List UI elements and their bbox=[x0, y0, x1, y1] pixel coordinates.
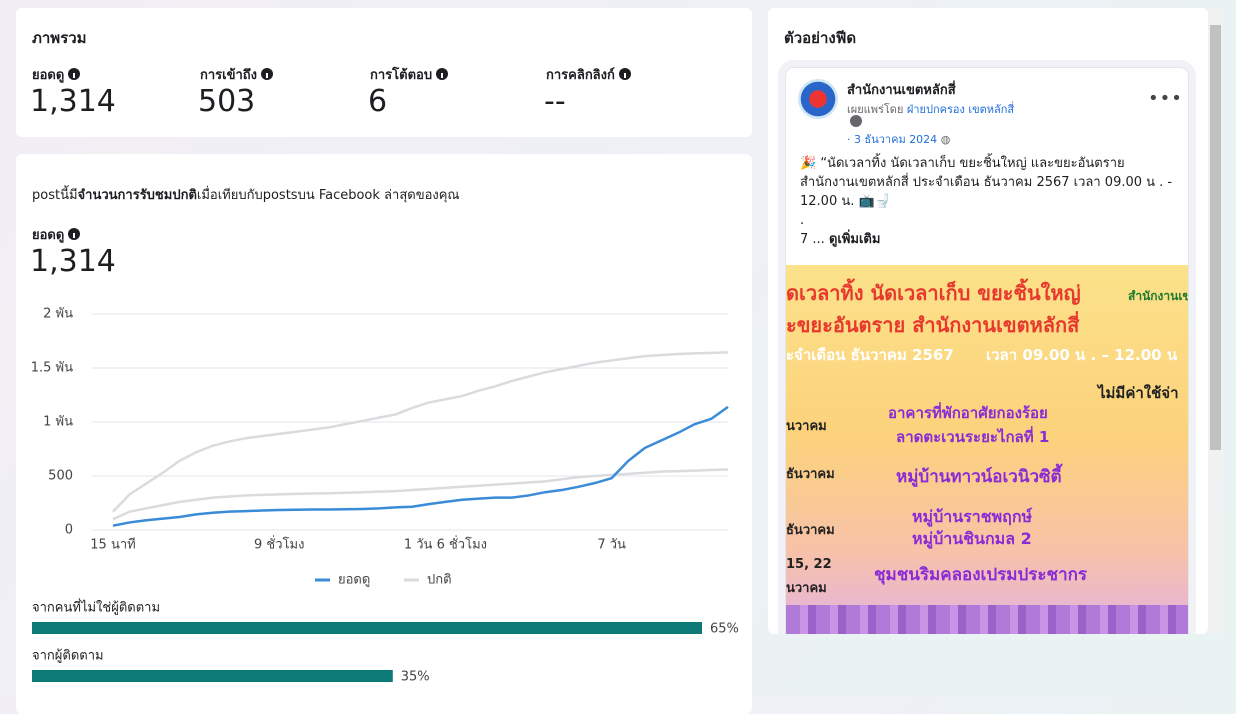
scroll-thumb[interactable] bbox=[1210, 25, 1221, 450]
chart-card: postนี้มีจำนวนการรับชมปกติเมื่อเทียบกับp… bbox=[16, 154, 752, 714]
text: postนี้มี bbox=[32, 188, 78, 203]
poster-text: หมู่บ้านราชพฤกษ์ bbox=[912, 507, 1033, 526]
metric-label: ยอดดู bbox=[32, 224, 81, 245]
poster-text: เวลา 09.00 น . – 12.00 น bbox=[986, 346, 1178, 364]
post-text: 🎉 “นัดเวลาทิ้ง นัดเวลาเก็บ ขยะชิ้นใหญ่ แ… bbox=[800, 154, 1172, 249]
metric-value: -- bbox=[544, 84, 566, 119]
publisher-link[interactable]: ฝ่ายปกครอง เขตหลักสี่ bbox=[906, 103, 1015, 116]
label: การโต้ตอบ bbox=[370, 68, 433, 83]
poster-text: อาคารที่พักอาศัยกองร้อย bbox=[888, 404, 1048, 422]
metric-label: การโต้ตอบ bbox=[370, 64, 449, 85]
poster-text: ชุมชนริมคลองเปรมประชากร bbox=[874, 565, 1088, 585]
metric-label: การเข้าถึง bbox=[200, 64, 274, 85]
poster-text: ลาดตะเวนระยะไกลที่ 1 bbox=[896, 428, 1050, 446]
info-icon[interactable] bbox=[436, 68, 449, 80]
text-line: . bbox=[800, 213, 805, 228]
feed-card: ตัวอย่างฟีด สำนักงานเขตหลักสี่ เผยแพร่โด… bbox=[768, 8, 1208, 634]
poster-text: นวาคม bbox=[786, 581, 827, 596]
info-icon[interactable] bbox=[68, 68, 81, 80]
text-line: 7 ... ดูเพิ่มเติม bbox=[800, 230, 1172, 249]
label: การเข้าถึง bbox=[200, 68, 258, 83]
avatar[interactable] bbox=[798, 79, 838, 119]
poster-text: หมู่บ้านชินกมล 2 bbox=[912, 529, 1032, 548]
help-icon[interactable] bbox=[850, 115, 862, 127]
metric-value: 503 bbox=[198, 84, 256, 119]
text: เผยแพร่โดย bbox=[847, 103, 904, 116]
text-bold: จำนวนการรับชมปกติ bbox=[77, 188, 197, 203]
text-line: 🎉 “นัดเวลาทิ้ง นัดเวลาเก็บ ขยะชิ้นใหญ่ แ… bbox=[800, 156, 1125, 171]
poster-text: 15, 22 bbox=[786, 557, 832, 572]
text: 7 ... bbox=[800, 232, 825, 247]
metric-value: 1,314 bbox=[30, 84, 116, 119]
label: ยอดดู bbox=[32, 228, 65, 243]
metric-value: 6 bbox=[368, 84, 388, 119]
comparison-text: postนี้มีจำนวนการรับชมปกติเมื่อเทียบกับp… bbox=[32, 184, 460, 205]
overview-title: ภาพรวม bbox=[32, 29, 87, 47]
post-image[interactable]: ัดเวลาทิ้ง นัดเวลาเก็บ ขยะชิ้นใหญ่ะขยะอั… bbox=[786, 265, 1188, 634]
poster-text: ธันวาคม bbox=[786, 523, 835, 538]
text-line: 12.00 น. 📺🚽 bbox=[800, 194, 891, 209]
overview-card: ภาพรวม ยอดดู 1,314 การเข้าถึง 503 การโต้ตอบ 6… bbox=[16, 8, 752, 137]
info-icon[interactable] bbox=[68, 228, 81, 240]
poster-text: ธันวาคม bbox=[786, 467, 835, 482]
published: เผยแพร่โดย ฝ่ายปกครอง เขตหลักสี่ bbox=[847, 100, 1014, 118]
see-more[interactable]: ดูเพิ่มเติม bbox=[828, 232, 881, 247]
page-name[interactable]: สำนักงานเขตหลักสี่ bbox=[847, 83, 956, 98]
label: ยอดดู bbox=[32, 68, 65, 83]
poster-text: ันวาคม bbox=[786, 419, 827, 434]
info-icon[interactable] bbox=[618, 68, 631, 80]
poster-text: หมู่บ้านทาวน์อเวนิวซิตี้ bbox=[896, 467, 1062, 487]
date[interactable]: · 3 ธันวาคม 2024 ◍ bbox=[847, 133, 951, 146]
label: การคลิกลิงก์ bbox=[546, 68, 615, 83]
poster-text: ะจำเดือน ธันวาคม 2567 bbox=[786, 346, 954, 364]
metric-label: การคลิกลิงก์ bbox=[546, 64, 631, 85]
poster-text: ไม่มีค่าใช้จ่า bbox=[1098, 384, 1179, 402]
feed-title: ตัวอย่างฟีด bbox=[784, 29, 857, 47]
text: เมื่อเทียบกับpostsบน Facebook ล่าสุดของค… bbox=[196, 188, 460, 203]
page: {"overview":{"title":"ภาพรวม","metrics":… bbox=[0, 0, 1236, 695]
more-menu[interactable]: ••• bbox=[1148, 88, 1183, 109]
poster-text: ะขยะอันตราย สำนักงานเขตหลักสี่ bbox=[786, 313, 1080, 337]
metric-label: ยอดดู bbox=[32, 64, 81, 85]
post: สำนักงานเขตหลักสี่ เผยแพร่โดย ฝ่ายปกครอง… bbox=[786, 68, 1188, 634]
page-body: ภาพรวม ยอดดู 1,314 การเข้าถึง 503 การโต้ตอบ 6… bbox=[0, 0, 1236, 695]
text-line: สำนักงานเขตหลักสี่ ประจำเดือน ธันวาคม 25… bbox=[800, 175, 1173, 190]
poster-text: สำนักงานเข bbox=[1128, 289, 1188, 303]
poster-text: ัดเวลาทิ้ง นัดเวลาเก็บ ขยะชิ้นใหญ่ bbox=[786, 281, 1081, 305]
skyline bbox=[786, 605, 1188, 634]
scrollbar[interactable] bbox=[1208, 8, 1223, 634]
date-text[interactable]: 3 ธันวาคม 2024 bbox=[854, 133, 938, 146]
metric-value: 1,314 bbox=[30, 244, 116, 279]
info-icon[interactable] bbox=[261, 68, 274, 80]
